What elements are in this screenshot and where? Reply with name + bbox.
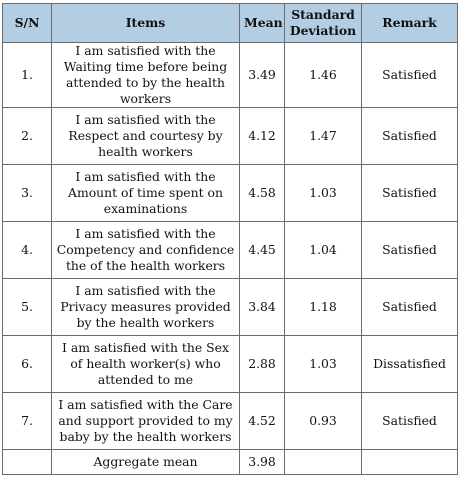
cell-sd: 1.46 bbox=[284, 42, 362, 108]
cell-sn: 5. bbox=[2, 278, 52, 336]
cell-item: I am satisfied with the Competency and c… bbox=[51, 221, 240, 279]
cell-sd: 1.04 bbox=[284, 221, 362, 279]
cell-remark: Satisfied bbox=[361, 278, 458, 336]
aggregate-mean: 3.98 bbox=[239, 449, 285, 475]
cell-item: I am satisfied with the Privacy measures… bbox=[51, 278, 240, 336]
cell-remark: Satisfied bbox=[361, 107, 458, 165]
cell-mean: 2.88 bbox=[239, 335, 285, 393]
cell-sn: 2. bbox=[2, 107, 52, 165]
cell-item: I am satisfied with the Care and support… bbox=[51, 392, 240, 450]
header-row: S/N Items Mean Standard Deviation Remark bbox=[2, 3, 458, 43]
cell-remark: Satisfied bbox=[361, 164, 458, 222]
table-row: 4. I am satisfied with the Competency an… bbox=[2, 221, 458, 279]
cell-item: I am satisfied with the Amount of time s… bbox=[51, 164, 240, 222]
cell-remark: Dissatisfied bbox=[361, 335, 458, 393]
cell-mean: 3.84 bbox=[239, 278, 285, 336]
cell-mean: 4.58 bbox=[239, 164, 285, 222]
satisfaction-table: S/N Items Mean Standard Deviation Remark… bbox=[2, 3, 458, 475]
aggregate-remark bbox=[361, 449, 458, 475]
cell-sn: 3. bbox=[2, 164, 52, 222]
cell-mean: 4.52 bbox=[239, 392, 285, 450]
cell-item: I am satisfied with the Respect and cour… bbox=[51, 107, 240, 165]
cell-mean: 4.45 bbox=[239, 221, 285, 279]
cell-sd: 1.47 bbox=[284, 107, 362, 165]
cell-item: I am satisfied with the Waiting time bef… bbox=[51, 42, 240, 108]
table-row: 2. I am satisfied with the Respect and c… bbox=[2, 107, 458, 165]
header-items: Items bbox=[51, 3, 240, 43]
table-row: 1. I am satisfied with the Waiting time … bbox=[2, 42, 458, 108]
table-row: 3. I am satisfied with the Amount of tim… bbox=[2, 164, 458, 222]
cell-sn: 4. bbox=[2, 221, 52, 279]
cell-sd: 1.03 bbox=[284, 164, 362, 222]
cell-sd: 1.03 bbox=[284, 335, 362, 393]
header-mean: Mean bbox=[239, 3, 285, 43]
cell-sn: 7. bbox=[2, 392, 52, 450]
cell-sd: 1.18 bbox=[284, 278, 362, 336]
cell-mean: 3.49 bbox=[239, 42, 285, 108]
cell-remark: Satisfied bbox=[361, 221, 458, 279]
cell-sd: 0.93 bbox=[284, 392, 362, 450]
cell-remark: Satisfied bbox=[361, 42, 458, 108]
aggregate-label: Aggregate mean bbox=[51, 449, 240, 475]
cell-mean: 4.12 bbox=[239, 107, 285, 165]
table-row: 7. I am satisfied with the Care and supp… bbox=[2, 392, 458, 450]
table-row: 6. I am satisfied with the Sex of health… bbox=[2, 335, 458, 393]
cell-item: I am satisfied with the Sex of health wo… bbox=[51, 335, 240, 393]
header-standard-deviation: Standard Deviation bbox=[284, 3, 362, 43]
aggregate-sn bbox=[2, 449, 52, 475]
cell-remark: Satisfied bbox=[361, 392, 458, 450]
cell-sn: 1. bbox=[2, 42, 52, 108]
cell-sn: 6. bbox=[2, 335, 52, 393]
header-remark: Remark bbox=[361, 3, 458, 43]
aggregate-sd bbox=[284, 449, 362, 475]
table-row: 5. I am satisfied with the Privacy measu… bbox=[2, 278, 458, 336]
aggregate-row: Aggregate mean 3.98 bbox=[2, 449, 458, 475]
header-sn: S/N bbox=[2, 3, 52, 43]
